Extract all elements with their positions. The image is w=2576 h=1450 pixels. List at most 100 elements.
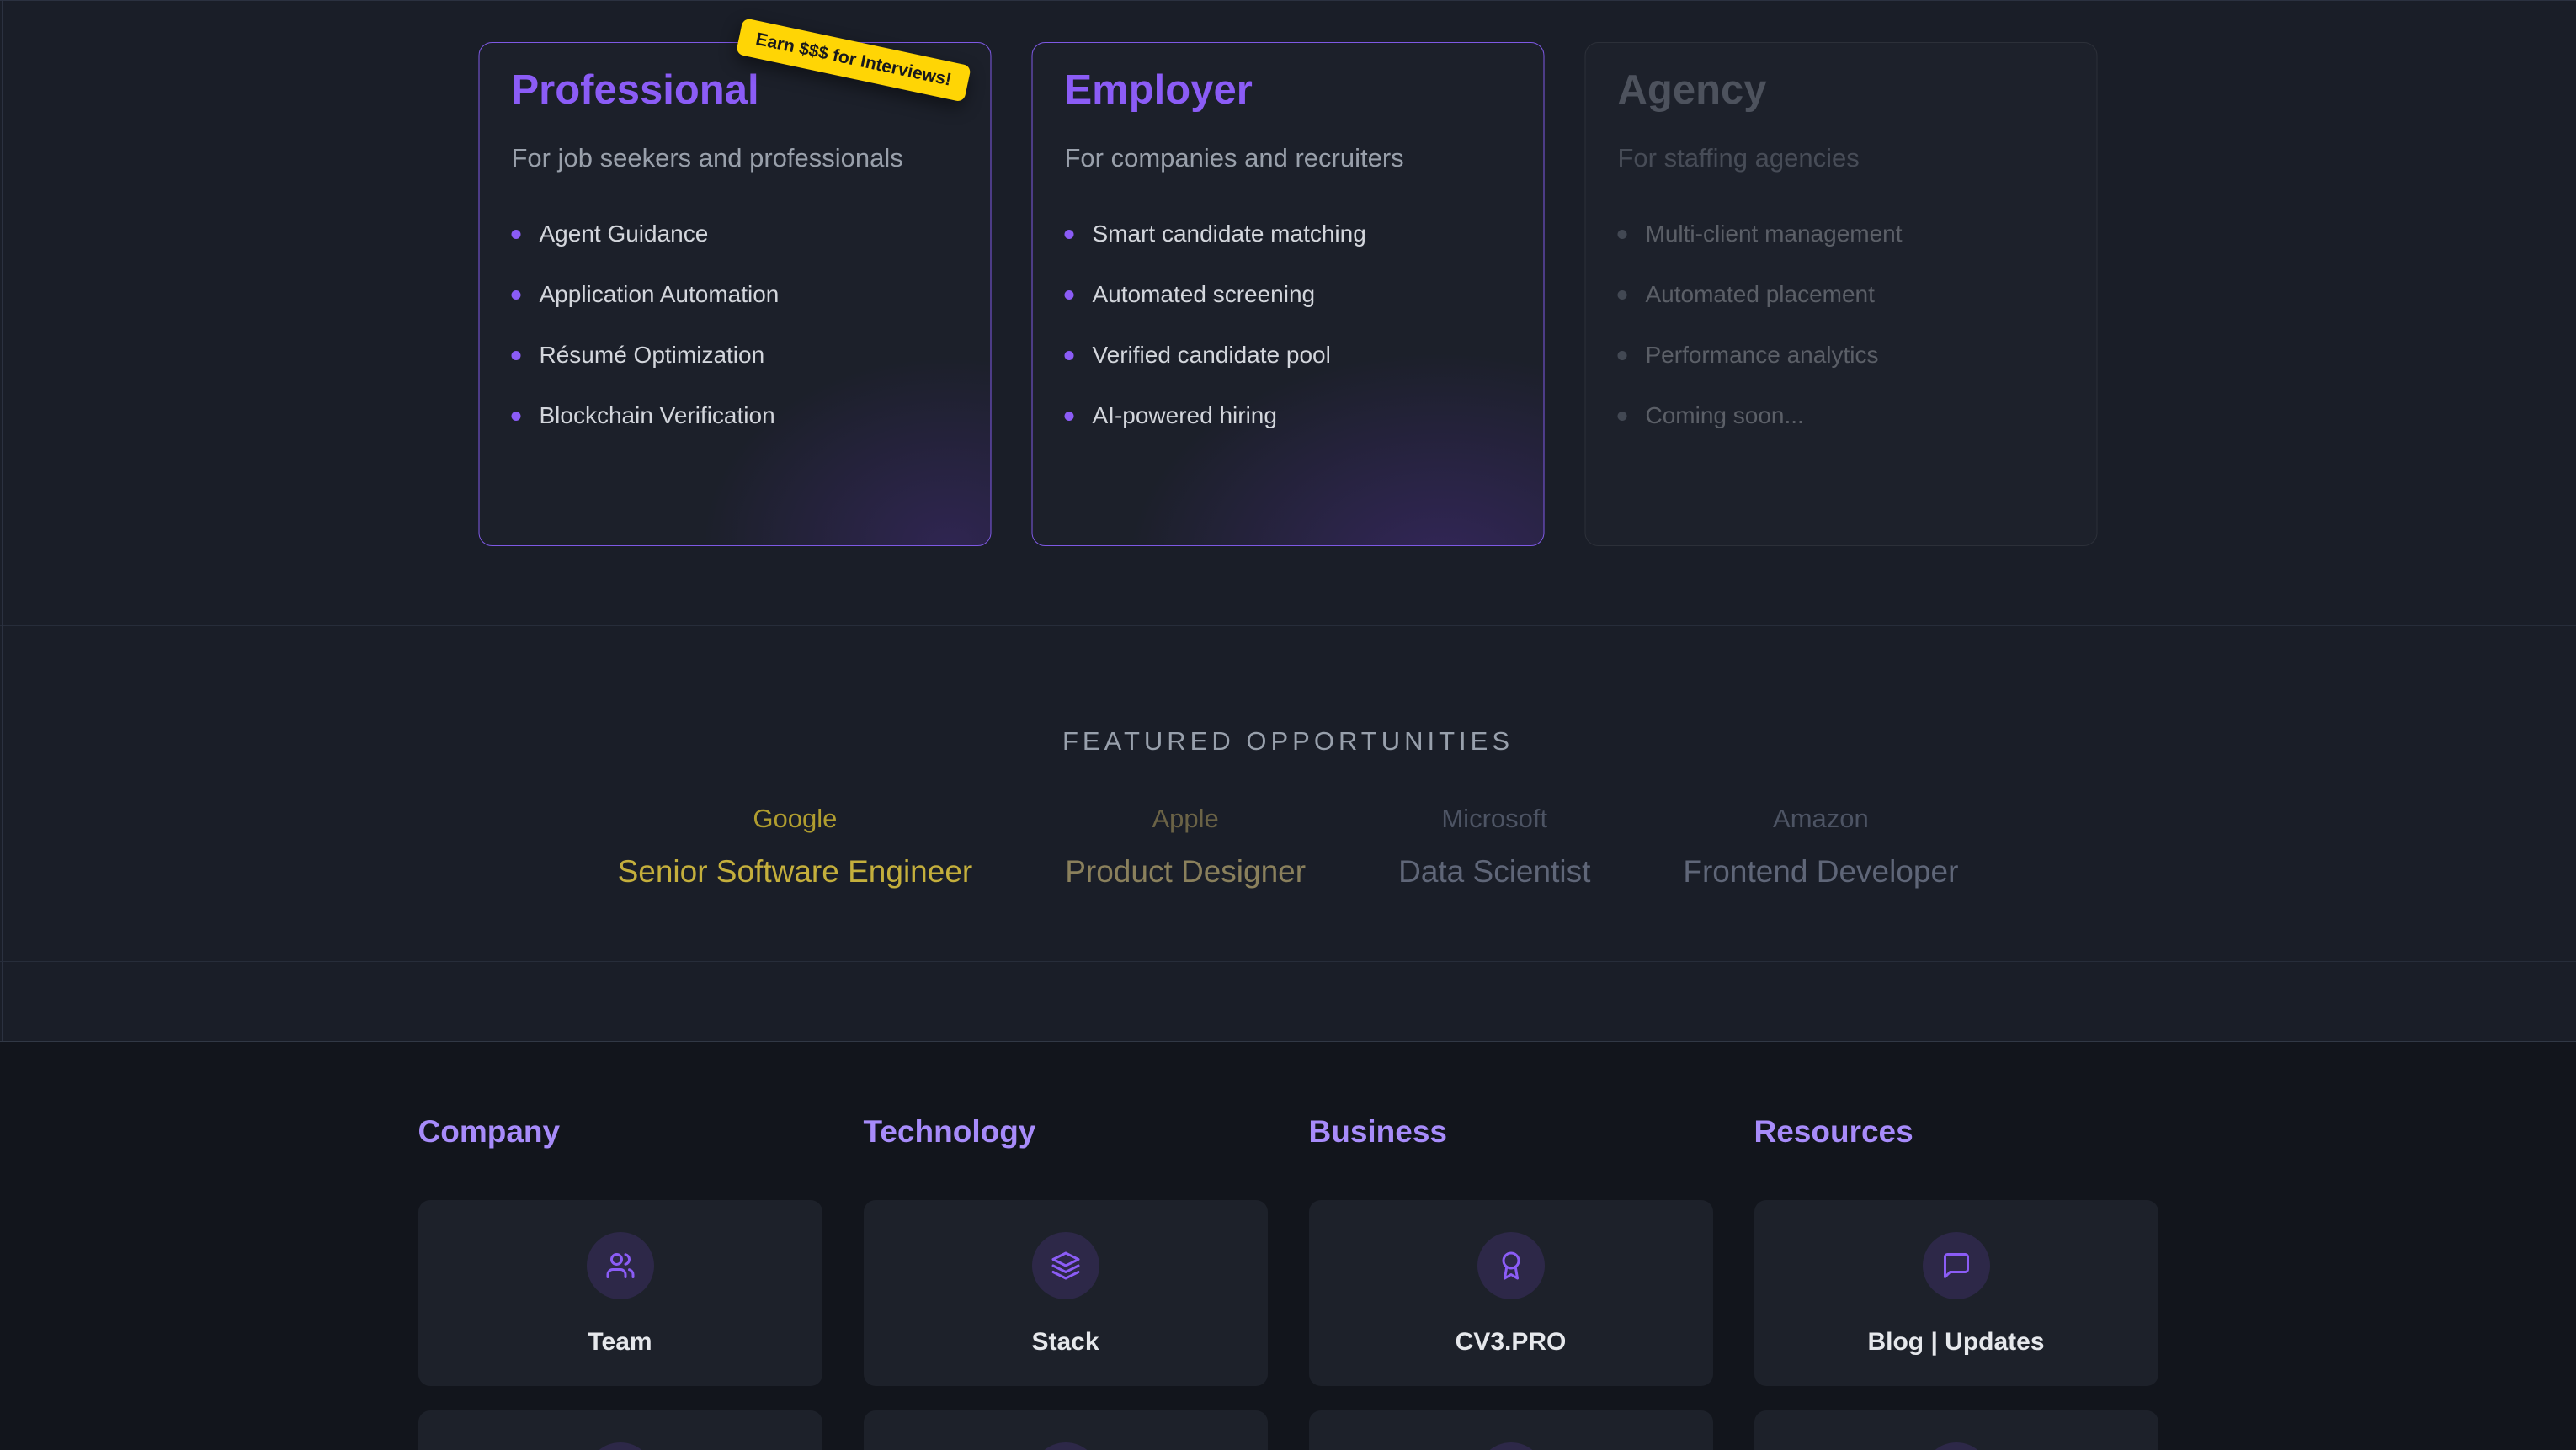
plan-card-content: Professional For job seekers and profess… xyxy=(511,67,959,429)
footer: Company Team Technology Stack xyxy=(0,1042,2576,1450)
feature-item: Automated screening xyxy=(1064,281,1512,308)
job-company: Amazon xyxy=(1773,804,1869,833)
job-item-google[interactable]: Google Senior Software Engineer xyxy=(618,804,973,890)
footer-column-heading: Technology xyxy=(863,1114,1036,1149)
plan-card-content: Employer For companies and recruiters Sm… xyxy=(1064,67,1512,429)
plan-subtitle: For companies and recruiters xyxy=(1064,142,1404,173)
footer-card-label: CV3.PRO xyxy=(1455,1328,1567,1356)
feature-label: Verified candidate pool xyxy=(1092,342,1331,369)
footer-column-resources: Resources Blog | Updates xyxy=(1754,1114,2158,1450)
feature-label: Automated placement xyxy=(1645,281,1875,308)
spacer-strip xyxy=(0,962,2576,1042)
bullet-icon xyxy=(1617,289,1627,300)
job-role: Frontend Developer xyxy=(1683,854,1959,889)
job-company: Google xyxy=(753,804,838,833)
feature-label: Blockchain Verification xyxy=(539,402,775,429)
plan-cards-row: Professional For job seekers and profess… xyxy=(478,42,2098,546)
feature-label: Multi-client management xyxy=(1645,220,1903,247)
feature-label: Performance analytics xyxy=(1645,342,1879,369)
footer-grid: Company Team Technology Stack xyxy=(418,1042,2158,1450)
job-company: Apple xyxy=(1152,804,1219,833)
job-item-microsoft[interactable]: Microsoft Data Scientist xyxy=(1398,804,1590,890)
feature-item: AI-powered hiring xyxy=(1064,402,1512,429)
plan-title: Employer xyxy=(1064,67,1253,113)
feature-item: Coming soon... xyxy=(1617,402,2065,429)
plan-card-employer[interactable]: Employer For companies and recruiters Sm… xyxy=(1031,42,1545,546)
footer-card-team[interactable]: Team xyxy=(418,1200,822,1386)
footer-card-cv3pro[interactable]: CV3.PRO xyxy=(1308,1200,1713,1386)
feature-item: Multi-client management xyxy=(1617,220,2065,247)
bullet-icon xyxy=(1617,229,1627,239)
footer-column-heading: Business xyxy=(1308,1114,1448,1149)
plan-card-agency: Agency For staffing agencies Multi-clien… xyxy=(1584,42,2098,546)
footer-column-technology: Technology Stack xyxy=(863,1114,1268,1450)
hidden-icon xyxy=(586,1442,654,1450)
footer-card-partial[interactable] xyxy=(863,1410,1268,1450)
plans-section: Earn $$$ for Interviews! Professional Fo… xyxy=(0,0,2576,1043)
footer-column-heading: Resources xyxy=(1754,1114,1913,1149)
job-role: Product Designer xyxy=(1065,854,1307,889)
bullet-icon xyxy=(1064,350,1074,360)
job-item-amazon[interactable]: Amazon Frontend Developer xyxy=(1683,804,1958,890)
left-edge-divider xyxy=(2,1,3,1043)
footer-card-partial[interactable] xyxy=(1754,1410,2158,1450)
bullet-icon xyxy=(511,350,521,360)
hidden-icon xyxy=(1477,1442,1545,1450)
job-item-apple[interactable]: Apple Product Designer xyxy=(1065,804,1306,890)
plan-card-content: Agency For staffing agencies Multi-clien… xyxy=(1617,67,2065,429)
feature-item: Agent Guidance xyxy=(511,220,959,247)
feature-label: AI-powered hiring xyxy=(1092,402,1277,429)
bullet-icon xyxy=(1617,411,1627,421)
footer-card-stack[interactable]: Stack xyxy=(863,1200,1268,1386)
footer-card-label: Team xyxy=(588,1328,652,1356)
bullet-icon xyxy=(511,411,521,421)
feature-label: Smart candidate matching xyxy=(1092,220,1366,247)
award-icon xyxy=(1477,1232,1545,1299)
footer-card-partial[interactable] xyxy=(1308,1410,1713,1450)
bullet-icon xyxy=(1064,229,1074,239)
feature-label: Automated screening xyxy=(1092,281,1316,308)
footer-card-blog[interactable]: Blog | Updates xyxy=(1754,1200,2158,1386)
message-icon xyxy=(1922,1232,1990,1299)
plan-subtitle: For staffing agencies xyxy=(1617,142,1860,173)
layers-icon xyxy=(1031,1232,1099,1299)
feature-item: Verified candidate pool xyxy=(1064,342,1512,369)
feature-label: Coming soon... xyxy=(1645,402,1804,429)
footer-card-partial[interactable] xyxy=(418,1410,822,1450)
bullet-icon xyxy=(1617,350,1627,360)
plan-title: Professional xyxy=(511,67,759,113)
footer-column-heading: Company xyxy=(418,1114,561,1149)
plan-subtitle: For job seekers and professionals xyxy=(511,142,903,173)
feature-item: Smart candidate matching xyxy=(1064,220,1512,247)
bullet-icon xyxy=(511,229,521,239)
job-role: Senior Software Engineer xyxy=(617,854,973,889)
feature-item: Performance analytics xyxy=(1617,342,2065,369)
featured-heading: FEATURED OPPORTUNITIES xyxy=(1062,726,1514,756)
plan-title: Agency xyxy=(1617,67,1767,113)
bullet-icon xyxy=(1064,289,1074,300)
feature-item: Application Automation xyxy=(511,281,959,308)
featured-opportunities-section: FEATURED OPPORTUNITIES Google Senior Sof… xyxy=(0,627,2576,962)
hidden-icon xyxy=(1922,1442,1990,1450)
hidden-icon xyxy=(1031,1442,1099,1450)
users-icon xyxy=(586,1232,654,1299)
feature-label: Agent Guidance xyxy=(539,220,709,247)
feature-list: Agent Guidance Application Automation Ré… xyxy=(511,220,959,429)
feature-item: Automated placement xyxy=(1617,281,2065,308)
footer-card-label: Blog | Updates xyxy=(1867,1328,2045,1356)
feature-item: Blockchain Verification xyxy=(511,402,959,429)
footer-column-company: Company Team xyxy=(418,1114,822,1450)
footer-card-label: Stack xyxy=(1031,1328,1099,1356)
feature-list: Smart candidate matching Automated scree… xyxy=(1064,220,1512,429)
plan-card-professional[interactable]: Professional For job seekers and profess… xyxy=(478,42,992,546)
feature-list: Multi-client management Automated placem… xyxy=(1617,220,2065,429)
job-company: Microsoft xyxy=(1441,804,1548,833)
featured-jobs-row: Google Senior Software Engineer Apple Pr… xyxy=(0,804,2576,890)
feature-label: Application Automation xyxy=(539,281,780,308)
footer-column-business: Business CV3.PRO xyxy=(1308,1114,1713,1450)
job-role: Data Scientist xyxy=(1398,854,1591,889)
bullet-icon xyxy=(511,289,521,300)
feature-label: Résumé Optimization xyxy=(539,342,765,369)
feature-item: Résumé Optimization xyxy=(511,342,959,369)
